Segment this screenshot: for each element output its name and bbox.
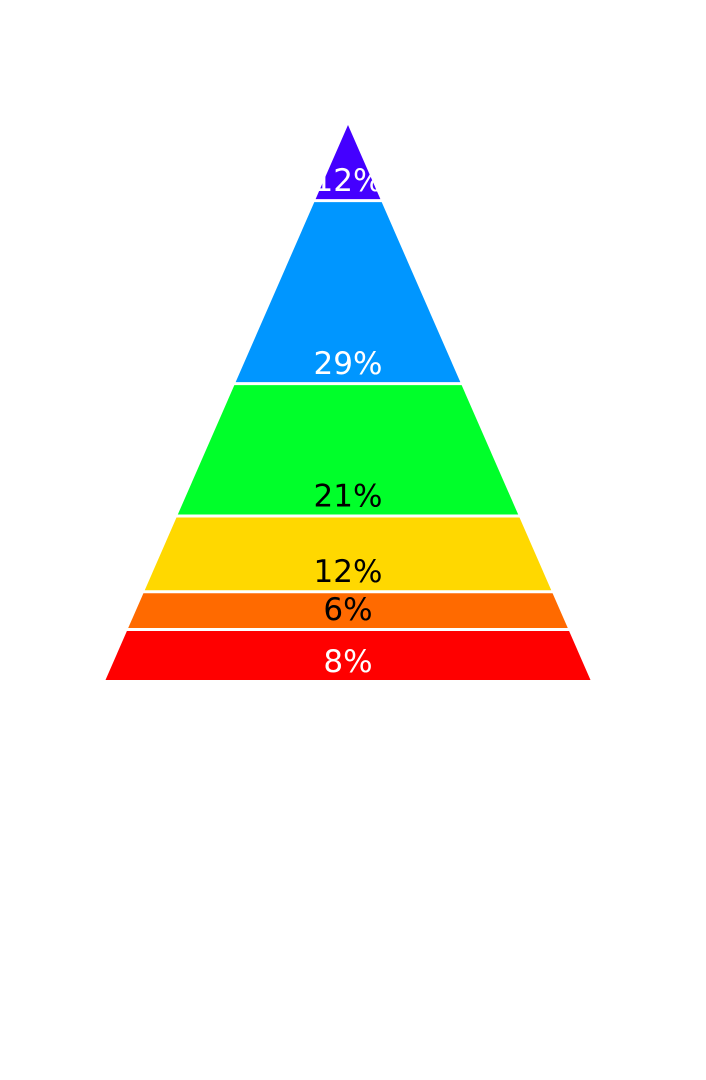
pyramid-segment-label-1: 12% xyxy=(314,163,383,199)
pyramid-segment-label-2: 29% xyxy=(314,346,383,382)
pyramid-segment-6 xyxy=(105,631,591,680)
pyramid-segment-4 xyxy=(144,517,552,591)
pyramid-segment-label-6: 8% xyxy=(323,644,372,680)
pyramid-segment-5 xyxy=(128,593,568,629)
pyramid-segment-1 xyxy=(315,125,381,200)
pyramid-segment-label-3: 21% xyxy=(314,479,383,515)
pyramid-segment-label-5: 6% xyxy=(323,592,372,628)
pyramid-segment-2 xyxy=(235,202,461,383)
pyramid-segment-label-4: 12% xyxy=(314,554,383,590)
pyramid-segments xyxy=(105,125,591,680)
pyramid-segment-3 xyxy=(177,385,519,515)
pyramid-labels: 12%29%21%12%6%8% xyxy=(314,163,383,680)
